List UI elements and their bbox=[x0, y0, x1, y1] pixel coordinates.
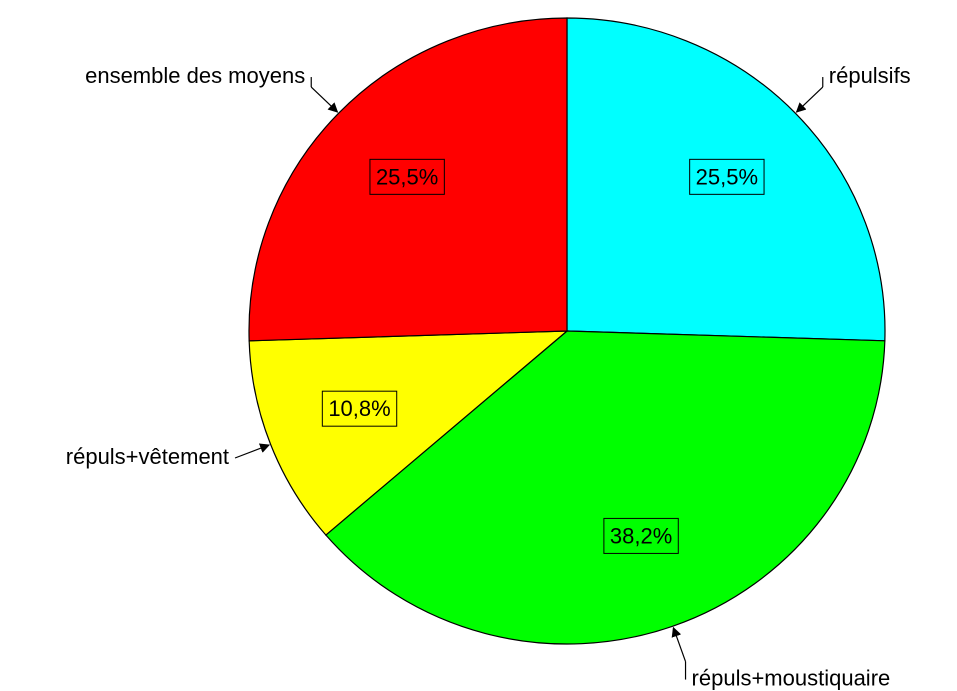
label-arrow bbox=[310, 86, 339, 113]
value-label-box bbox=[369, 158, 445, 195]
category-label: répuls+moustiquaire bbox=[692, 665, 891, 690]
label-arrow bbox=[671, 626, 687, 662]
pie-slice bbox=[566, 17, 886, 342]
value-label-box bbox=[689, 158, 765, 195]
category-label: ensemble des moyens bbox=[85, 63, 305, 88]
value-label: 25,5% bbox=[696, 164, 758, 189]
category-label: répulsifs bbox=[829, 63, 911, 88]
label-arrow bbox=[234, 443, 271, 459]
category-label: répuls+vêtement bbox=[66, 444, 229, 469]
value-label-box bbox=[321, 390, 398, 427]
value-label: 10,8% bbox=[328, 396, 390, 421]
pie-slice bbox=[248, 330, 569, 536]
value-label: 25,5% bbox=[376, 164, 438, 189]
label-arrow bbox=[795, 86, 824, 113]
value-label-box bbox=[603, 517, 679, 554]
value-label: 38,2% bbox=[610, 523, 672, 548]
pie-slice bbox=[248, 17, 568, 342]
pie-slice bbox=[324, 330, 886, 645]
